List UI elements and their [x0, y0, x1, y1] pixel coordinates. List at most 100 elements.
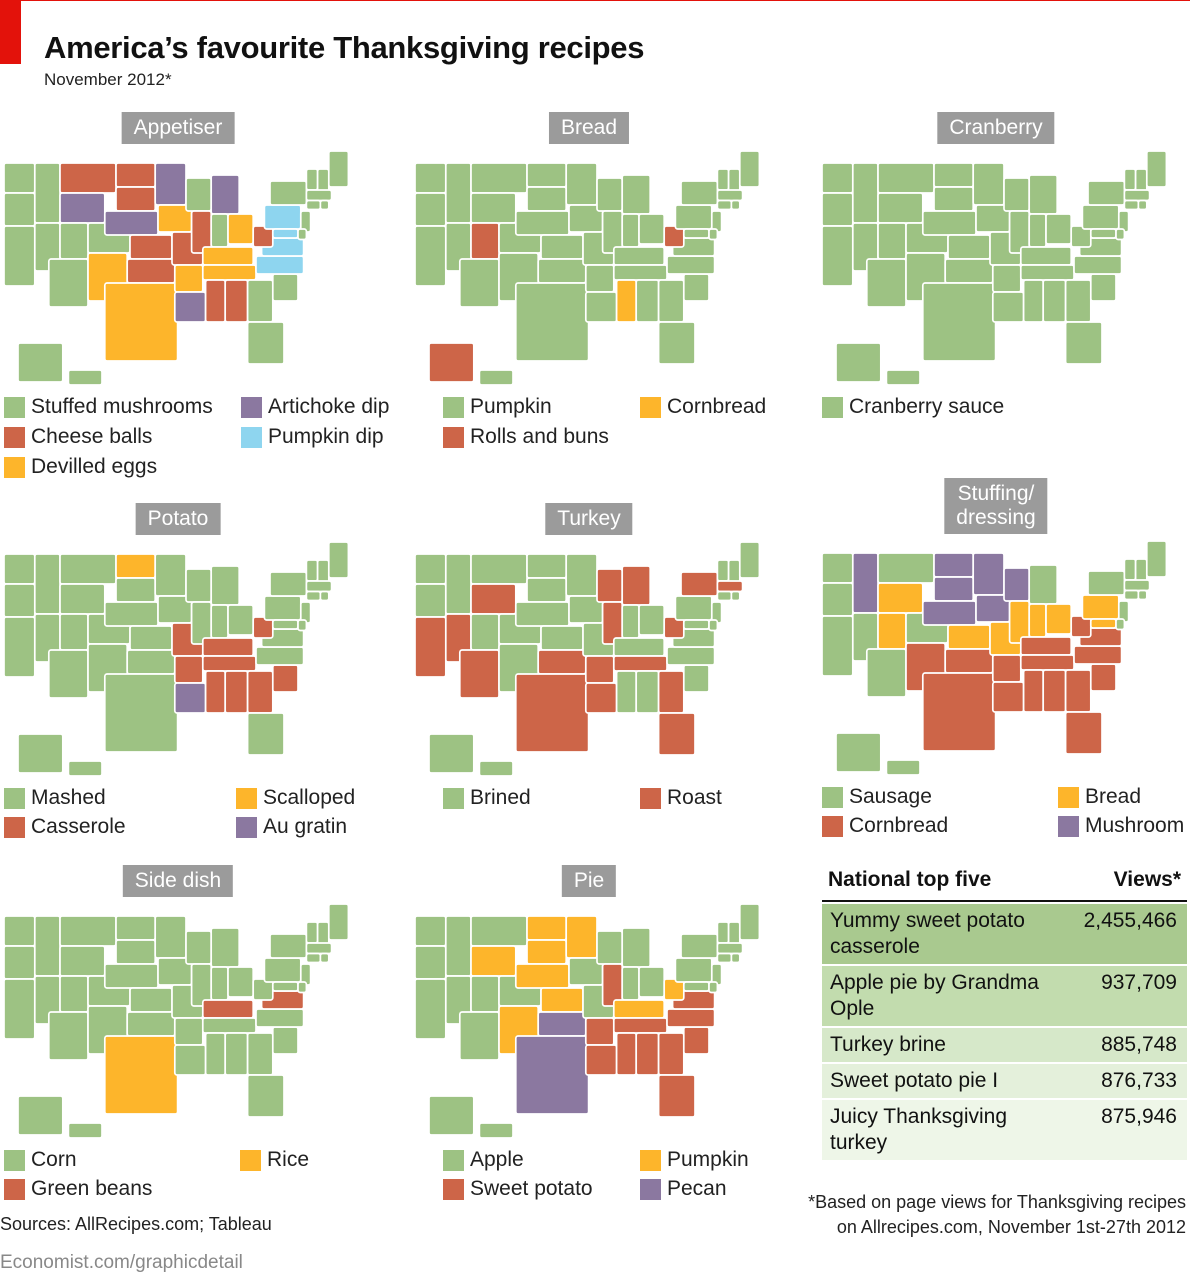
- state-ne: [103, 963, 159, 989]
- state-wa: [4, 915, 36, 947]
- map-panel-stuffing-dressing: Stuffing/dressing Sausage Cornbread Bread Mu…: [822, 478, 1190, 838]
- map-container: [822, 538, 1172, 778]
- state-pa: [1081, 594, 1120, 620]
- state-wi: [596, 177, 624, 212]
- state-tx: [921, 672, 997, 752]
- state-mt: [59, 553, 117, 585]
- state-hi: [478, 760, 514, 777]
- state-ne: [514, 210, 570, 236]
- state-la: [173, 291, 207, 323]
- state-ga: [657, 1032, 685, 1076]
- panel-title: Side dish: [122, 865, 234, 897]
- legend-swatch: [640, 787, 661, 809]
- state-tn: [201, 655, 257, 672]
- state-ri: [319, 952, 330, 964]
- state-mn: [565, 553, 598, 597]
- state-ny: [269, 933, 308, 959]
- legend-item: Green beans: [4, 1176, 152, 1202]
- state-nc: [1073, 645, 1123, 665]
- state-nc: [255, 1008, 305, 1028]
- legend-item: Pumpkin dip: [241, 424, 384, 450]
- state-ut: [877, 612, 907, 650]
- legend-item: Roast: [640, 785, 722, 811]
- state-ct: [716, 199, 733, 211]
- state-ar: [173, 655, 204, 684]
- state-mt: [59, 915, 117, 947]
- recipe-views: 937,709: [1101, 971, 1177, 994]
- state-ky: [201, 999, 255, 1019]
- state-nd: [526, 915, 568, 941]
- state-tn: [612, 1017, 668, 1034]
- state-me: [738, 541, 761, 579]
- state-pa: [1081, 204, 1120, 230]
- state-az: [458, 649, 500, 699]
- state-ut: [470, 222, 500, 260]
- state-ga: [657, 279, 685, 323]
- state-ms: [615, 1032, 638, 1076]
- state-ri: [319, 199, 330, 211]
- state-fl: [246, 1074, 285, 1118]
- recipe-views: 876,733: [1101, 1069, 1177, 1092]
- state-tn: [1019, 654, 1075, 671]
- map-container: [415, 901, 765, 1141]
- state-ok: [126, 649, 176, 675]
- state-nd: [526, 162, 568, 188]
- state-al: [224, 279, 249, 323]
- legend-item: Apple: [443, 1147, 524, 1173]
- legend-swatch: [443, 426, 464, 448]
- state-ma: [716, 580, 744, 593]
- state-mi: [621, 927, 652, 968]
- state-la: [584, 291, 618, 323]
- map-panel-turkey: Turkey Brined Roast: [415, 503, 795, 863]
- state-md: [1089, 228, 1117, 239]
- state-ks: [947, 234, 991, 260]
- state-az: [47, 258, 89, 308]
- state-tn: [612, 655, 668, 672]
- state-de: [1115, 228, 1126, 241]
- state-nc: [255, 255, 305, 275]
- state-ut: [470, 613, 500, 651]
- legend-item: Scalloped: [236, 785, 355, 811]
- state-tx: [103, 673, 179, 753]
- legend-swatch: [4, 1149, 25, 1171]
- state-fl: [657, 1074, 696, 1118]
- state-oh: [638, 213, 666, 245]
- state-de: [708, 981, 719, 994]
- state-ma: [716, 189, 744, 202]
- state-mi: [621, 565, 652, 606]
- state-ak: [428, 342, 475, 383]
- state-ak: [17, 342, 64, 383]
- state-id: [444, 162, 472, 224]
- legend-label: Sausage: [849, 785, 932, 808]
- legend-swatch: [822, 786, 843, 808]
- state-al: [224, 670, 249, 714]
- legend-item: Cheese balls: [4, 424, 152, 450]
- state-ks: [540, 234, 584, 260]
- state-mn: [154, 553, 187, 597]
- state-ak: [428, 733, 475, 774]
- state-vt: [305, 168, 319, 191]
- state-wi: [1003, 567, 1031, 602]
- state-ny: [1087, 180, 1126, 206]
- state-vt: [716, 168, 730, 191]
- state-sd: [526, 577, 568, 603]
- legend-label: Cheese balls: [31, 425, 153, 448]
- state-oh: [638, 604, 666, 636]
- state-hi: [67, 760, 103, 777]
- state-ok: [537, 649, 587, 675]
- legend-item: Pumpkin: [443, 394, 552, 420]
- state-ct: [716, 590, 733, 602]
- state-sc: [1089, 273, 1117, 302]
- state-ms: [615, 279, 638, 323]
- state-ca: [822, 225, 854, 287]
- state-ct: [305, 952, 322, 964]
- state-ct: [1123, 589, 1140, 601]
- legend-label: Mashed: [31, 786, 106, 809]
- state-wa: [415, 553, 447, 585]
- state-tx: [921, 282, 997, 362]
- state-mn: [972, 552, 1005, 596]
- legend-swatch: [822, 396, 843, 418]
- state-or: [822, 192, 854, 227]
- state-az: [458, 258, 500, 308]
- credit-link: Economist.com/graphicdetail: [0, 1252, 243, 1273]
